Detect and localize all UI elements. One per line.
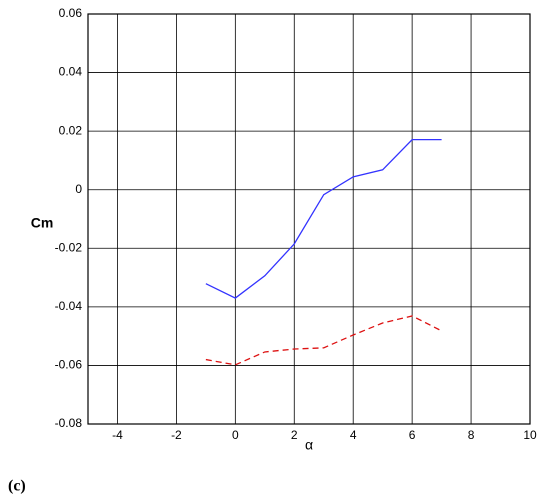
y-tick-label: -0.02 <box>55 240 83 254</box>
series-line <box>205 315 442 366</box>
y-tick-label: 0.04 <box>59 65 83 79</box>
caption: (c) <box>8 478 26 495</box>
y-tick-label: 0.02 <box>59 123 83 137</box>
x-tick-label: -4 <box>112 428 123 442</box>
x-tick-label: -2 <box>171 428 182 442</box>
y-tick-label: 0.06 <box>59 6 83 20</box>
y-tick-label: -0.08 <box>55 416 83 430</box>
y-tick-label: -0.04 <box>55 299 83 313</box>
series-line <box>205 138 442 299</box>
x-tick-label: 10 <box>523 428 537 442</box>
x-tick-label: 8 <box>468 428 475 442</box>
x-tick-label: 6 <box>409 428 416 442</box>
x-tick-label: 4 <box>350 428 357 442</box>
x-tick-label: 2 <box>291 428 298 442</box>
x-axis-label: α <box>305 437 313 453</box>
y-tick-label: 0 <box>75 182 82 196</box>
y-axis-label: Cm <box>31 215 54 231</box>
y-tick-label: -0.06 <box>55 358 83 372</box>
x-tick-label: 0 <box>232 428 239 442</box>
